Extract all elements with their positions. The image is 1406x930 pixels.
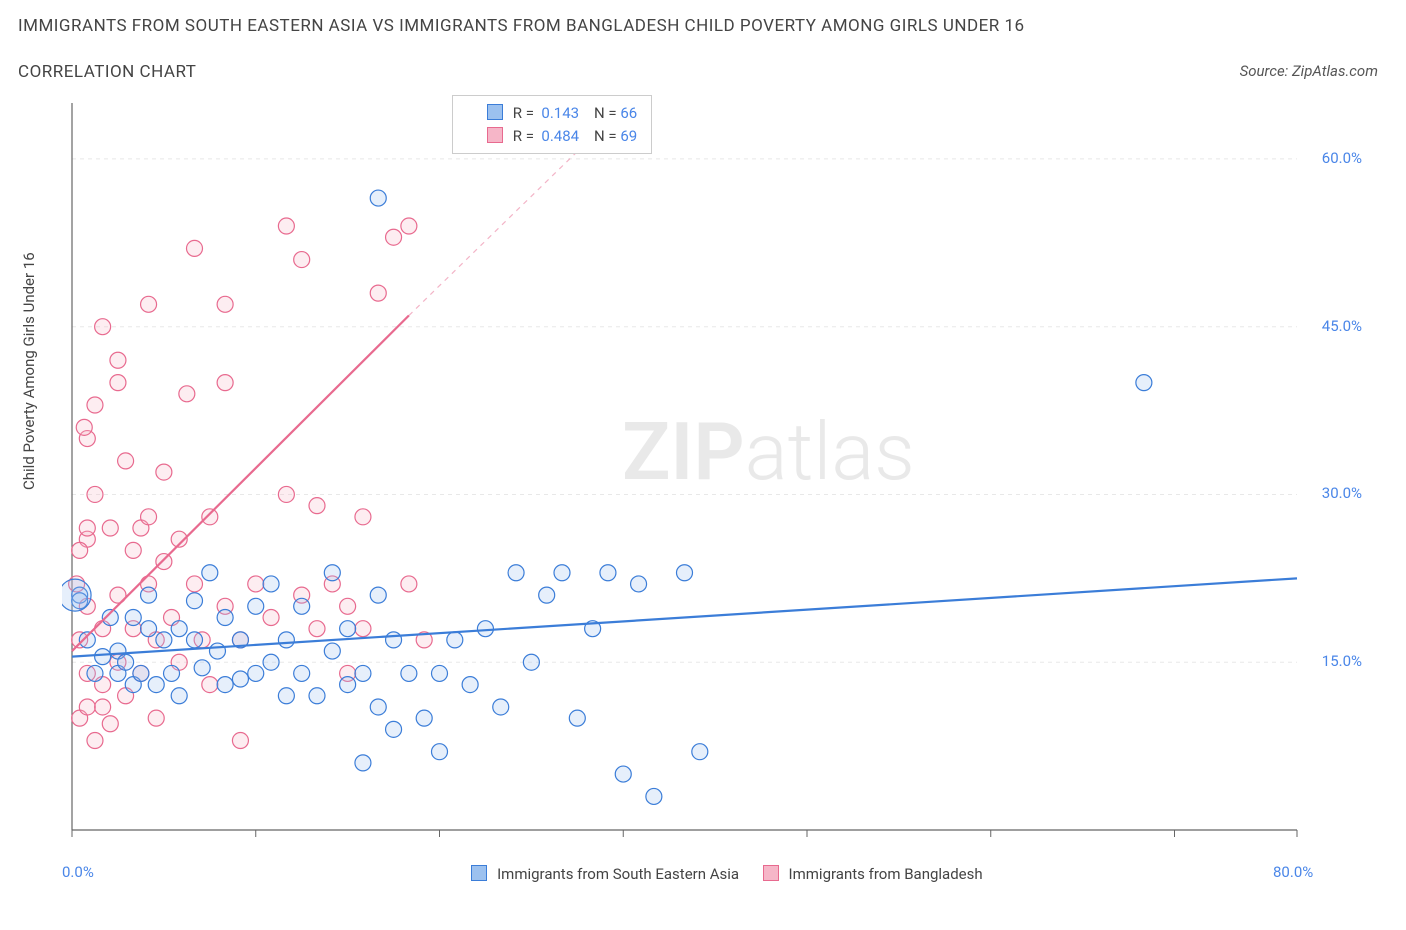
chart-title: IMMIGRANTS FROM SOUTH EASTERN ASIA VS IM… [18,16,1025,36]
x-tick-label: 80.0% [1273,863,1313,881]
legend-swatch-blue [487,104,503,120]
y-tick-label: 30.0% [1322,484,1362,502]
y-tick-label: 45.0% [1322,317,1362,335]
bottom-legend: Immigrants from South Eastern Asia Immig… [62,865,1372,883]
chart-svg [62,95,1372,855]
stats-legend-box: R = 0.143 N = 66 R = 0.484 N = 69 [452,95,652,154]
y-tick-label: 60.0% [1322,149,1362,167]
y-tick-label: 15.0% [1322,652,1362,670]
legend-swatch-pink-bottom [763,865,779,881]
chart-subtitle: CORRELATION CHART [18,62,196,82]
legend-swatch-pink [487,127,503,143]
source-attribution: Source: ZipAtlas.com [1240,62,1378,80]
chart-plot-area: ZIPatlas R = 0.143 N = 66 R = 0.484 N = … [62,95,1372,855]
y-axis-label: Child Poverty Among Girls Under 16 [20,252,38,490]
legend-label-blue: Immigrants from South Eastern Asia [497,865,739,883]
x-tick-label: 0.0% [62,863,94,881]
legend-label-pink: Immigrants from Bangladesh [789,865,983,883]
legend-swatch-blue-bottom [471,865,487,881]
